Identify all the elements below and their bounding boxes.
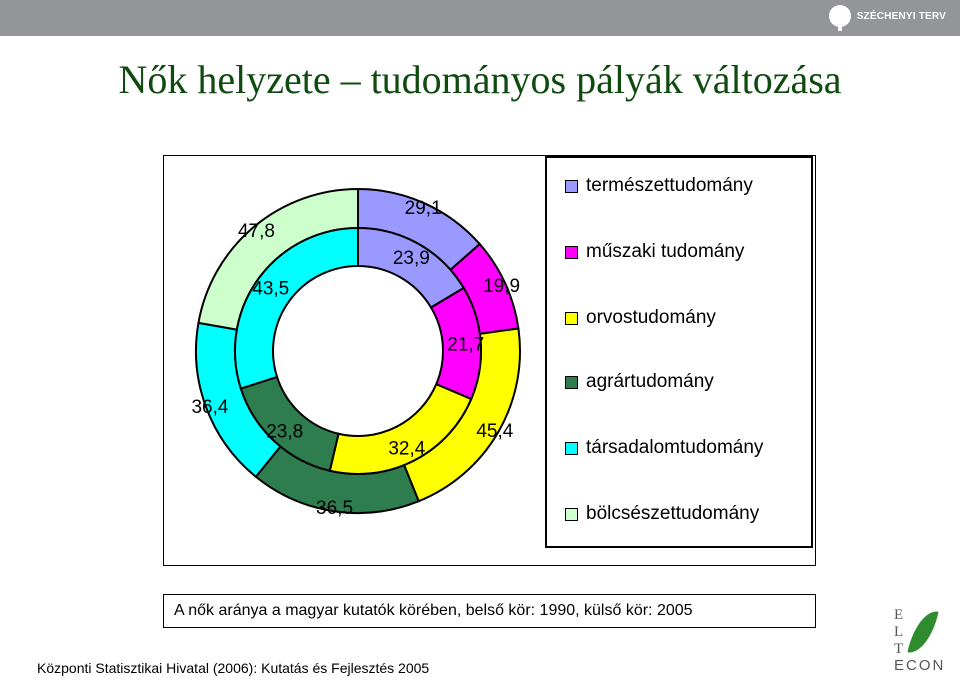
legend-label: orvostudomány xyxy=(586,307,716,328)
inner-ring-data-label: 32,4 xyxy=(388,438,425,459)
legend-swatch xyxy=(565,179,578,193)
legend-swatch xyxy=(565,375,578,389)
legend-label: társadalomtudomány xyxy=(586,437,764,458)
legend-item: társadalomtudomány xyxy=(565,436,763,460)
elte-letter: L xyxy=(894,624,904,640)
inner-ring-data-label: 21,7 xyxy=(447,335,484,356)
elte-letter: E xyxy=(894,607,904,623)
szechenyi-logo-text: SZÉCHENYI TERV xyxy=(856,10,946,22)
legend-label: természettudomány xyxy=(586,175,753,196)
legend-label: agrártudomány xyxy=(586,371,714,392)
elte-letter: T xyxy=(894,641,904,657)
outer-ring-data-label: 36,5 xyxy=(316,498,353,519)
chart-legend: természettudomány műszaki tudomány orvostu… xyxy=(545,156,813,548)
leaf-icon xyxy=(907,607,939,657)
source-citation: Központi Statisztikai Hivatal (2006): Ku… xyxy=(37,660,430,676)
legend-swatch xyxy=(565,441,578,455)
top-bar: SZÉCHENYI TERV xyxy=(0,0,960,36)
chart-caption: A nők aránya a magyar kutatók körében, b… xyxy=(163,594,816,628)
donut-chart: 29,1 19,9 45,4 36,5 36,4 47,8 23,9 21,7 32,4 23,8… xyxy=(191,187,521,519)
elte-word: ECON xyxy=(894,657,946,674)
inner-ring-data-label: 43,5 xyxy=(252,278,289,299)
szechenyi-logo-icon xyxy=(828,5,851,31)
legend-swatch xyxy=(565,245,578,259)
inner-ring-data-label: 23,9 xyxy=(393,248,430,269)
elte-econ-logo: E L T ECON xyxy=(888,605,948,675)
legend-label: műszaki tudomány xyxy=(586,241,745,262)
legend-swatch xyxy=(565,507,578,521)
legend-item: bölcsészettudomány xyxy=(565,502,759,526)
slide-title: Nők helyzete – tudományos pályák változá… xyxy=(118,57,842,102)
outer-ring-data-label: 47,8 xyxy=(238,221,275,242)
outer-ring-data-label: 29,1 xyxy=(405,198,442,219)
legend-swatch xyxy=(565,311,578,325)
outer-ring-data-label: 45,4 xyxy=(476,421,513,442)
outer-ring-data-label: 36,4 xyxy=(191,397,228,418)
outer-ring-data-label: 19,9 xyxy=(483,276,520,297)
legend-item: műszaki tudomány xyxy=(565,240,744,264)
legend-item: természettudomány xyxy=(565,174,753,198)
inner-ring-data-label: 23,8 xyxy=(266,421,303,442)
szechenyi-logo: SZÉCHENYI TERV xyxy=(828,2,946,31)
inner-ring-slice-4 xyxy=(234,226,359,390)
legend-item: agrártudomány xyxy=(565,370,714,394)
legend-item: orvostudomány xyxy=(565,306,716,330)
legend-label: bölcsészettudomány xyxy=(586,503,760,524)
